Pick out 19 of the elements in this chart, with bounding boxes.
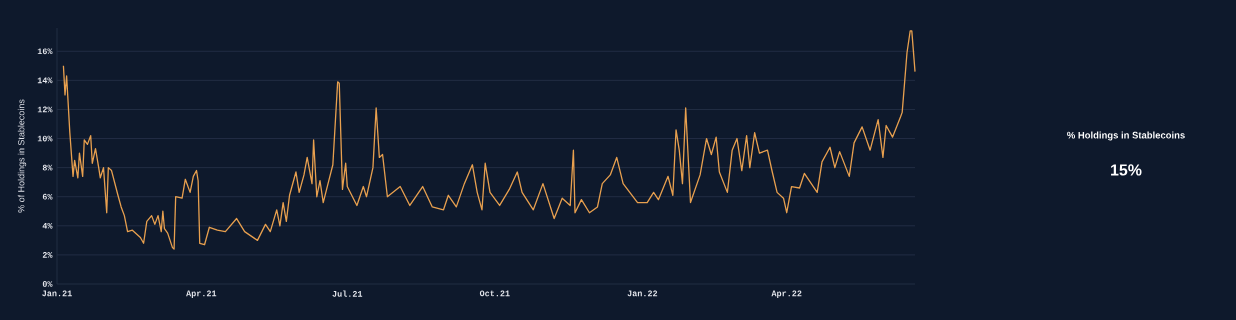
y-tick-label: 12% — [37, 106, 53, 113]
y-tick-label: 8% — [42, 164, 53, 171]
y-tick-label: 0% — [42, 281, 53, 287]
y-axis-title: % of Holdings in Stablecoins — [17, 99, 27, 213]
x-tick-label: Jul.21 — [332, 290, 363, 297]
y-tick-label: 6% — [42, 193, 53, 200]
y-tick-label: 10% — [37, 135, 53, 142]
text: % Holdings in Stablecoins — [1067, 131, 1185, 141]
y-tick-label: 2% — [42, 252, 53, 258]
y-tick-label: 16% — [37, 48, 53, 55]
text: 15% — [1111, 164, 1142, 176]
x-tick-label: Jan.22 — [627, 290, 658, 297]
x-tick-label: Apr.22 — [771, 290, 802, 298]
x-tick-label: Jan.21 — [42, 290, 72, 297]
y-tick-label: 4% — [42, 222, 53, 229]
x-tick-label: Apr.21 — [186, 290, 217, 298]
x-tick-label: Oct.21 — [479, 290, 510, 297]
line-series — [62, 30, 916, 250]
y-tick-label: 14% — [37, 77, 53, 84]
